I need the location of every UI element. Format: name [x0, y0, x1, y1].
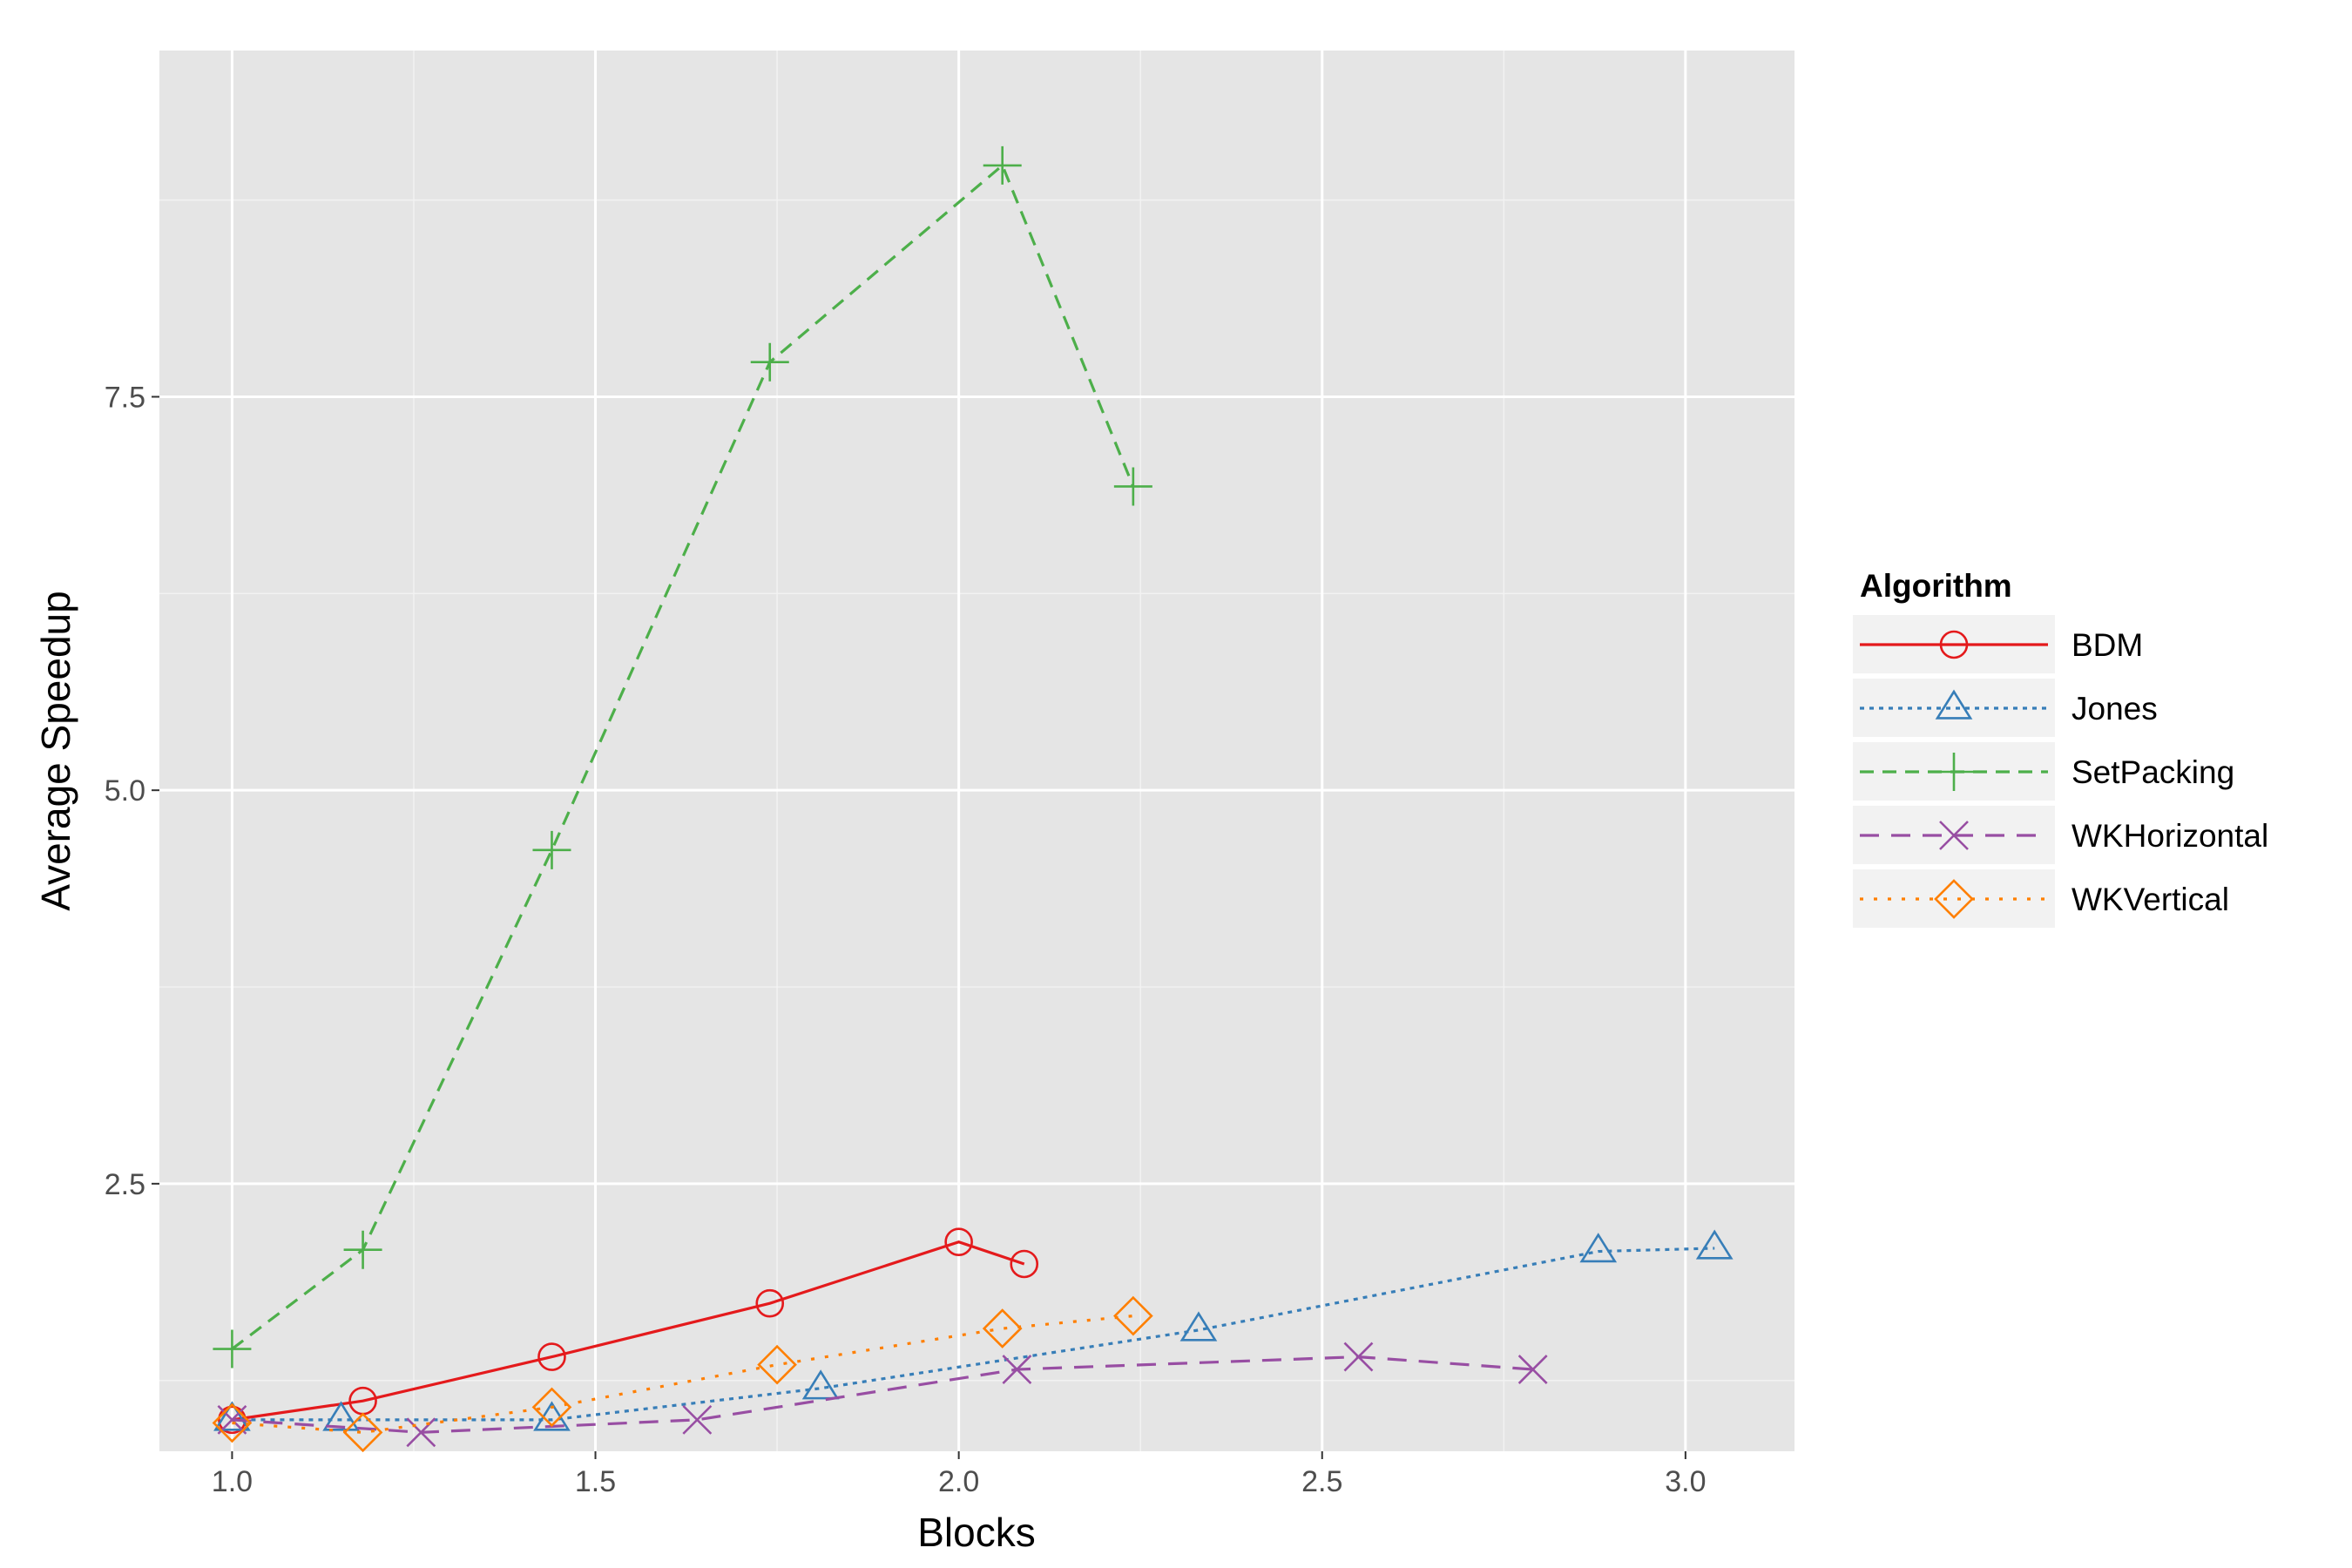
legend: Algorithm BDM Jones SetPacking WKHorizontal… [1853, 568, 2268, 928]
legend-key-bg [1853, 869, 2055, 928]
data-point [1002, 1355, 1032, 1384]
legend-items: BDM Jones SetPacking WKHorizontal WKVertical [1853, 615, 2268, 928]
x-tick-label: 3.0 [1665, 1465, 1706, 1498]
legend-key-marker [1935, 753, 1973, 791]
legend-title: Algorithm [1860, 568, 2012, 604]
legend-key-marker [1935, 689, 1973, 720]
data-point [801, 1369, 840, 1400]
series-line [231, 163, 1135, 1350]
data-point [532, 830, 571, 869]
data-point [1695, 1229, 1734, 1260]
legend-label: BDM [2072, 627, 2143, 663]
data-point [213, 1401, 251, 1431]
data-point [1113, 1295, 1153, 1336]
data-point [217, 1404, 247, 1435]
legend-label: SetPacking [2072, 754, 2234, 790]
data-point [750, 342, 789, 382]
data-point [1343, 1342, 1374, 1372]
data-point [212, 1402, 253, 1443]
legend-key-bg [1853, 679, 2055, 737]
axis-ticks [152, 395, 1686, 1459]
y-tick-label: 7.5 [105, 381, 145, 414]
data-point [982, 1308, 1023, 1348]
legend-label: WKHorizontal [2072, 818, 2268, 854]
data-point [322, 1401, 360, 1431]
data-point [1579, 1233, 1618, 1263]
y-tick-label: 2.5 [105, 1168, 145, 1201]
series-line [232, 1247, 1715, 1422]
legend-key-marker [1934, 879, 1974, 919]
x-tick-label: 1.0 [212, 1465, 253, 1498]
data-point [1179, 1311, 1218, 1342]
grid-major [159, 51, 1794, 1451]
y-tick-label: 5.0 [105, 774, 145, 808]
legend-item-wkhorizontal: WKHorizontal [1853, 806, 2268, 864]
data-point [944, 1227, 973, 1257]
data-point [213, 1329, 252, 1369]
data-point [342, 1412, 383, 1453]
data-point [983, 145, 1022, 185]
data-point [757, 1344, 797, 1385]
tick-labels: 1.0 1.5 2.0 2.5 3.0 2.5 5.0 7.5 [105, 381, 1707, 1498]
y-axis-title: Average Speedup [33, 591, 78, 910]
x-tick-label: 2.0 [938, 1465, 979, 1498]
data-point [682, 1404, 713, 1435]
legend-item-jones: Jones [1853, 679, 2158, 737]
legend-item-setpacking: SetPacking [1853, 742, 2234, 801]
legend-label: WKVertical [2072, 882, 2229, 917]
series-line [232, 1355, 1533, 1434]
data-point [537, 1342, 566, 1371]
series-wkhorizontal [217, 1342, 1548, 1448]
legend-item-bdm: BDM [1853, 615, 2143, 673]
x-axis-title: Blocks [917, 1510, 1035, 1555]
series-jones [213, 1229, 1734, 1431]
data-point [1113, 467, 1152, 506]
legend-item-wkvertical: WKVertical [1853, 869, 2229, 928]
x-tick-label: 2.5 [1301, 1465, 1342, 1498]
legend-label: Jones [2072, 691, 2158, 727]
data-point [755, 1288, 785, 1318]
legend-key-marker [1939, 821, 1969, 850]
grid-minor [159, 51, 1794, 1451]
data-point [406, 1417, 436, 1448]
legend-key-marker [1939, 630, 1969, 659]
data-point [531, 1387, 572, 1428]
data-point [1010, 1249, 1039, 1279]
plot-panel [159, 51, 1794, 1451]
series-layer [212, 145, 1734, 1453]
series-setpacking [213, 145, 1152, 1369]
series-wkvertical [212, 1295, 1153, 1453]
data-point [343, 1230, 382, 1269]
data-point [1517, 1355, 1548, 1384]
x-tick-label: 1.5 [575, 1465, 616, 1498]
